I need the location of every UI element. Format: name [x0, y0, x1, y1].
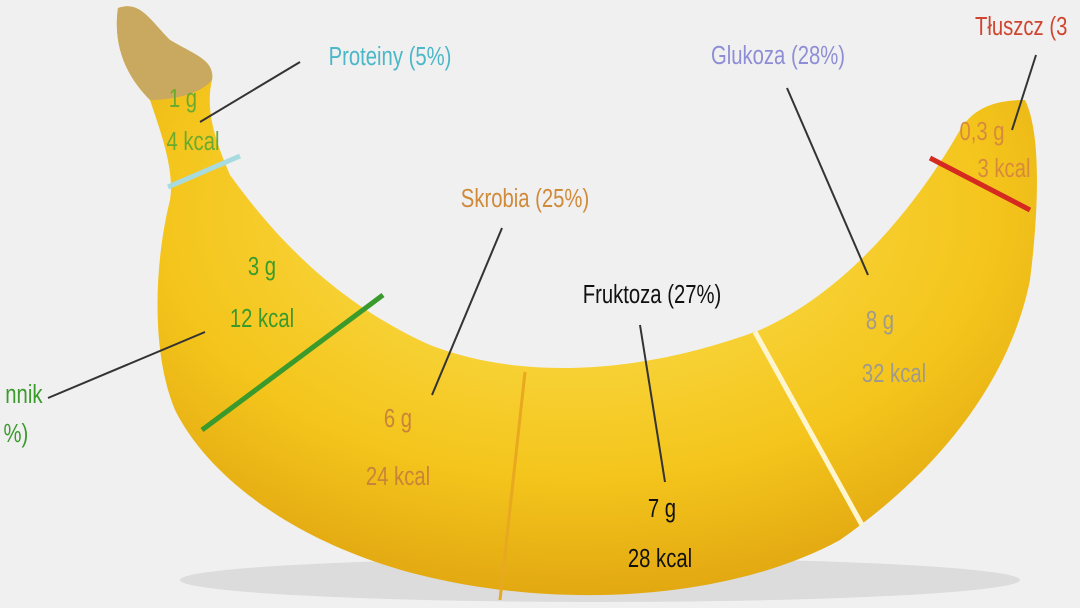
label-title: Tłuszcz (3 [975, 11, 1067, 40]
divider [167, 153, 241, 190]
leader [199, 61, 301, 123]
leader [431, 227, 503, 396]
label-grams: 0,3 g [959, 116, 1004, 145]
banana [116, 6, 1037, 596]
divider [498, 371, 527, 601]
label-title: Fruktoza (27%) [583, 279, 722, 308]
label-grams: 8 g [866, 305, 894, 334]
label-title: Proteiny (5%) [329, 41, 452, 70]
divider [200, 292, 385, 433]
leader [1011, 54, 1037, 131]
leader [786, 87, 869, 276]
label-grams: 6 g [384, 403, 412, 432]
label-kcal: 12 kcal [230, 303, 294, 332]
label-kcal: 3 kcal [978, 153, 1031, 182]
label-title: Glukoza (28%) [711, 40, 845, 69]
label-grams: 3 g [248, 251, 276, 280]
divider [752, 330, 865, 527]
label-title: nnik [5, 379, 42, 408]
label-kcal: 4 kcal [167, 126, 220, 155]
leader-lines [47, 54, 1037, 483]
label-title: %) [3, 418, 28, 447]
label-kcal: 32 kcal [862, 358, 926, 387]
label-kcal: 28 kcal [628, 543, 692, 572]
leader [47, 331, 206, 399]
banana-stem [116, 6, 213, 100]
label-kcal: 24 kcal [366, 461, 430, 490]
leader [639, 324, 666, 483]
divider [928, 155, 1032, 213]
label-grams: 7 g [648, 493, 676, 522]
label-grams: 1 g [169, 83, 197, 112]
label-title: Skrobia (25%) [461, 183, 589, 212]
